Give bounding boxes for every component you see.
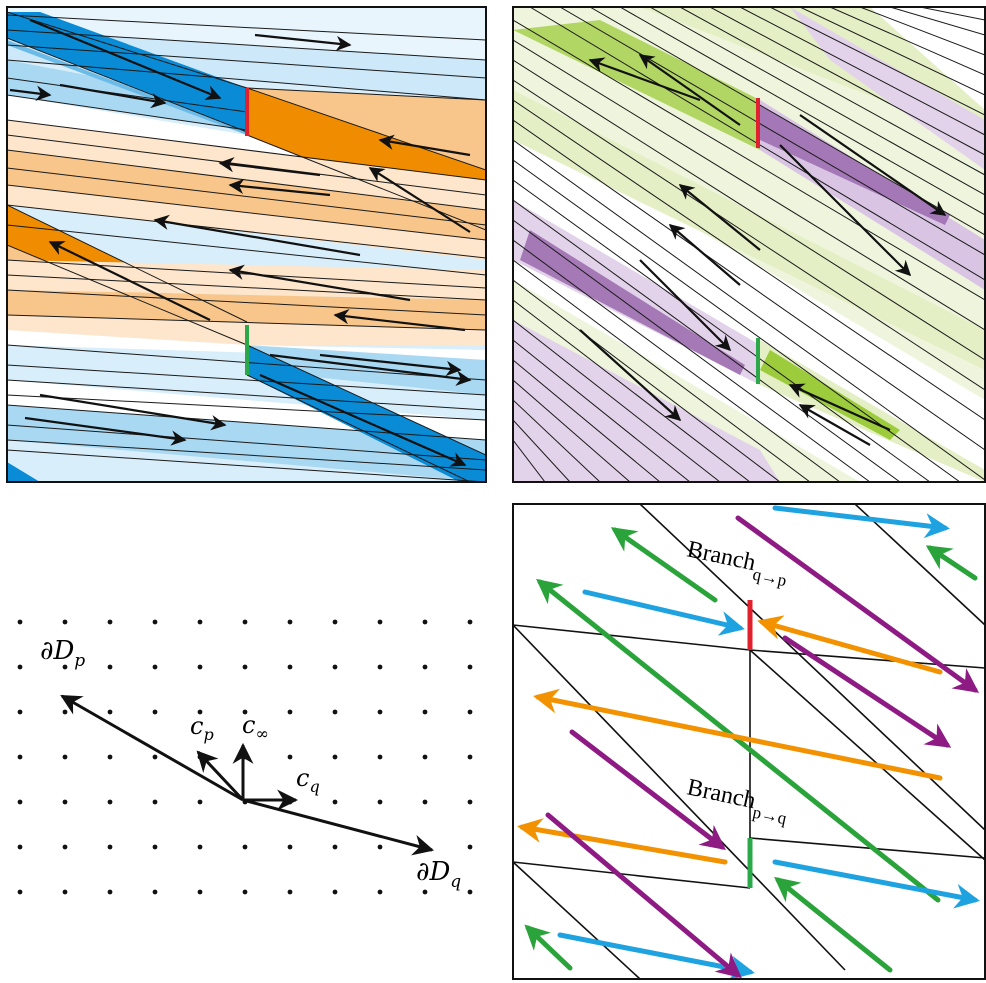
vector-boundary-p — [60, 694, 244, 802]
lattice-dot — [62, 619, 68, 625]
lattice-dot — [62, 709, 68, 715]
lattice-dot — [467, 844, 473, 850]
lattice-dot — [377, 799, 383, 805]
lattice-dot — [287, 844, 293, 850]
lattice-dot — [377, 754, 383, 760]
lattice-dot — [377, 844, 383, 850]
lattice-dot — [242, 889, 248, 895]
lattice-dot — [467, 619, 473, 625]
lattice-dots — [17, 619, 473, 895]
lattice-dot — [422, 889, 428, 895]
lattice-dot — [152, 844, 158, 850]
lattice-dot — [332, 799, 338, 805]
lattice-dot — [197, 889, 203, 895]
lattice-dot — [242, 709, 248, 715]
lattice-dot — [62, 754, 68, 760]
panel-top-right — [512, 6, 986, 483]
lattice-dot — [377, 664, 383, 670]
label-c-inf: c∞ — [242, 711, 269, 743]
lattice-dot — [62, 799, 68, 805]
lattice-dot — [242, 619, 248, 625]
lattice-dot — [467, 889, 473, 895]
lattice-dot — [152, 889, 158, 895]
lattice-dot — [287, 619, 293, 625]
vector-boundary-q — [242, 798, 435, 856]
lattice-dot — [377, 889, 383, 895]
lattice-dot — [107, 889, 113, 895]
lattice-dot — [197, 799, 203, 805]
lattice-dot — [467, 709, 473, 715]
lattice-dot — [17, 619, 23, 625]
panel-top-left — [6, 6, 487, 483]
lattice-dot — [107, 619, 113, 625]
lattice-dot — [287, 889, 293, 895]
lattice-dot — [422, 619, 428, 625]
lattice-dot — [332, 619, 338, 625]
lattice-dot — [197, 709, 203, 715]
lattice-dot — [107, 664, 113, 670]
lattice-dot — [422, 754, 428, 760]
lattice-dot — [62, 889, 68, 895]
lattice-dot — [467, 754, 473, 760]
lattice-dot — [197, 619, 203, 625]
lattice-dot — [332, 709, 338, 715]
strip-field-top-left — [7, 7, 486, 482]
lattice-dot — [197, 844, 203, 850]
strip-field-top-right — [513, 7, 985, 482]
lattice-dot — [332, 664, 338, 670]
lattice-dot — [152, 619, 158, 625]
panel-schematic: Branchq→p Branchp→q — [512, 503, 986, 980]
lattice-dot — [332, 844, 338, 850]
lattice-dot — [152, 709, 158, 715]
label-c-q: cq — [296, 764, 320, 796]
lattice-dot — [287, 664, 293, 670]
lattice-dot — [377, 619, 383, 625]
lattice-dot — [467, 664, 473, 670]
lattice-dot — [17, 709, 23, 715]
lattice-dot — [242, 844, 248, 850]
lattice-dot — [107, 709, 113, 715]
lattice-dot — [152, 664, 158, 670]
lattice-dot — [422, 709, 428, 715]
lattice-dot — [467, 799, 473, 805]
lattice-dot — [107, 844, 113, 850]
lattice-dot — [17, 799, 23, 805]
lattice-dot — [422, 664, 428, 670]
lattice-dot — [107, 799, 113, 805]
label-boundary-p: ∂Dp — [40, 636, 85, 671]
lattice-dot — [287, 754, 293, 760]
lattice-dot — [152, 799, 158, 805]
lattice-dot — [152, 754, 158, 760]
schematic-grid — [513, 504, 985, 979]
lattice-dot — [197, 664, 203, 670]
schematic-flows — [517, 505, 980, 979]
lattice-dot — [62, 844, 68, 850]
lattice-dot — [17, 844, 23, 850]
lattice-dot — [17, 889, 23, 895]
lattice-dot — [422, 799, 428, 805]
lattice-dot — [17, 754, 23, 760]
lattice-dot — [62, 664, 68, 670]
lattice-dot — [377, 709, 383, 715]
lattice-dot — [107, 754, 113, 760]
label-c-p: cp — [190, 712, 214, 744]
lattice-dot — [332, 754, 338, 760]
lattice-dot — [242, 664, 248, 670]
panel-lattice: ∂Dp ∂Dq cp c∞ cq — [17, 619, 473, 895]
label-boundary-q: ∂Dq — [416, 857, 461, 892]
lattice-dot — [287, 709, 293, 715]
vector-c-p — [196, 750, 245, 802]
lattice-dot — [332, 889, 338, 895]
lattice-dot — [17, 664, 23, 670]
